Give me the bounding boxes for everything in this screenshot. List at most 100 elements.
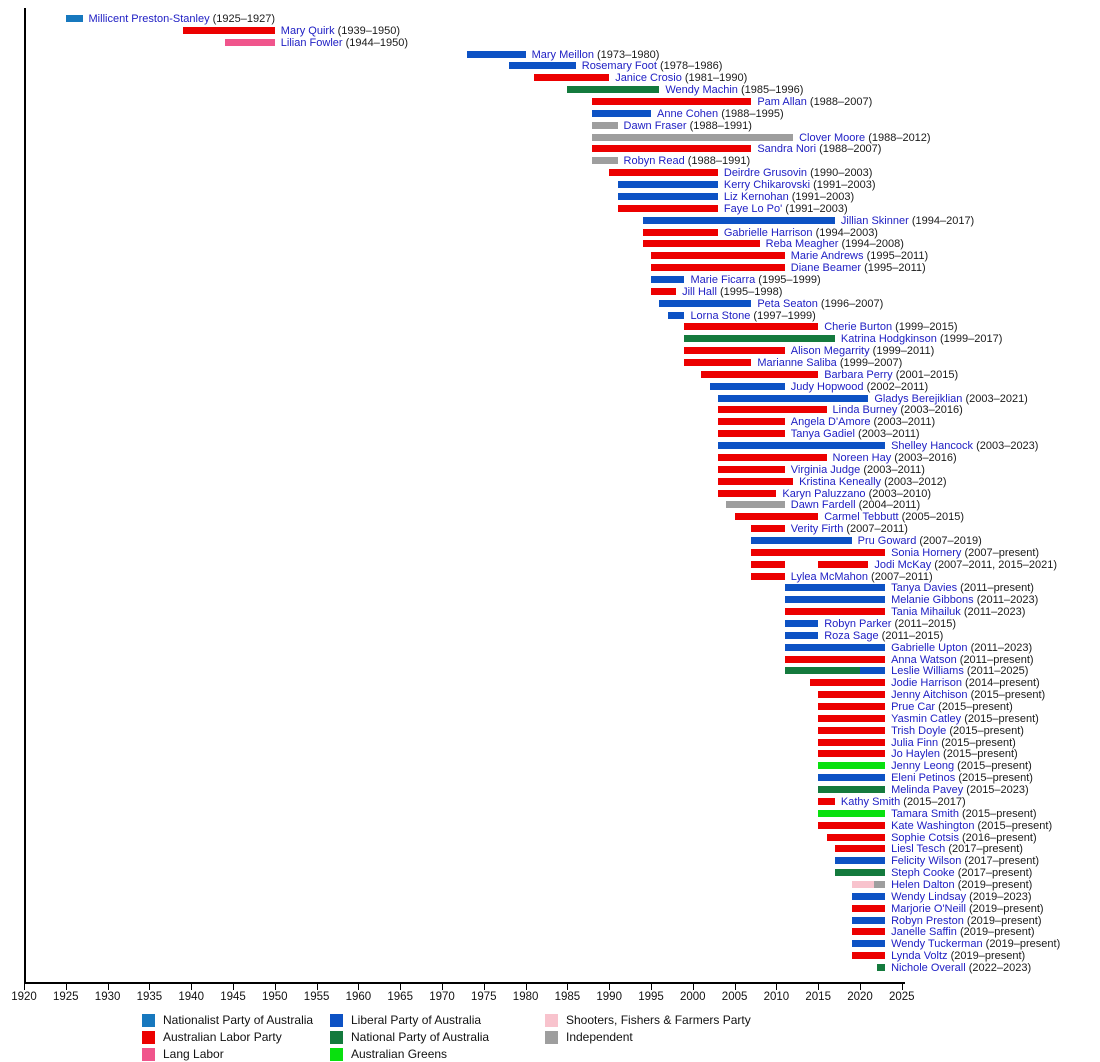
timeline-row: Marjorie O'Neill (2019–present) <box>0 903 1100 915</box>
person-name[interactable]: Jenny Leong <box>891 760 955 773</box>
person-name[interactable]: Jo Haylen <box>891 748 940 761</box>
person-name[interactable]: Eleni Petinos <box>891 772 956 785</box>
person-name[interactable]: Tamara Smith <box>891 807 959 820</box>
person-name[interactable]: Jenny Aitchison <box>891 689 968 702</box>
person-name[interactable]: Sonia Hornery <box>891 546 962 559</box>
person-name[interactable]: Tanya Gadiel <box>790 428 855 441</box>
person-name[interactable]: Lynda Voltz <box>891 950 948 963</box>
person-name[interactable]: Wendy Tuckerman <box>891 938 983 951</box>
person-name[interactable]: Nichole Overall <box>891 962 966 974</box>
service-bar-labor <box>851 904 886 912</box>
person-name[interactable]: Marie Ficarra <box>690 273 756 286</box>
person-name[interactable]: Pru Goward <box>857 534 917 547</box>
person-name[interactable]: Julia Finn <box>891 736 939 749</box>
person-name[interactable]: Judy Hopwood <box>790 380 864 393</box>
person-name[interactable]: Anne Cohen <box>657 107 719 120</box>
person-name[interactable]: Leslie Williams <box>891 665 964 678</box>
person-name[interactable]: Gladys Berejiklian <box>874 392 963 405</box>
axis-tick <box>901 983 903 990</box>
person-name[interactable]: Reba Meagher <box>765 238 839 251</box>
person-name[interactable]: Faye Lo Po' <box>723 202 783 215</box>
person-name[interactable]: Barbara Perry <box>824 368 893 381</box>
timeline-row: Wendy Machin (1985–1996) <box>0 84 1100 96</box>
person-name[interactable]: Gabrielle Harrison <box>723 226 813 239</box>
service-bar-liberal <box>834 857 886 865</box>
person-name[interactable]: Rosemary Foot <box>581 60 657 73</box>
person-name[interactable]: Sandra Nori <box>757 143 817 156</box>
person-name[interactable]: Tanya Davies <box>891 582 958 595</box>
person-name[interactable]: Lorna Stone <box>690 309 751 322</box>
person-name[interactable]: Mary Meillon <box>531 48 594 61</box>
person-name[interactable]: Gabrielle Upton <box>891 641 968 654</box>
person-name[interactable]: Jillian Skinner <box>840 214 909 227</box>
person-name[interactable]: Trish Doyle <box>891 724 947 737</box>
person-name[interactable]: Janelle Saffin <box>891 926 957 939</box>
person-name[interactable]: Sophie Cotsis <box>891 831 959 844</box>
person-name[interactable]: Melinda Pavey <box>891 784 964 797</box>
person-name[interactable]: Helen Dalton <box>891 878 955 891</box>
person-name[interactable]: Robyn Read <box>623 155 685 168</box>
person-name[interactable]: Karyn Paluzzano <box>782 487 866 500</box>
timeline-row: Gladys Berejiklian (2003–2021) <box>0 393 1100 405</box>
person-name[interactable]: Roza Sage <box>824 629 879 642</box>
person-name[interactable]: Peta Seaton <box>757 297 818 310</box>
person-name[interactable]: Kate Washington <box>891 819 975 832</box>
person-name[interactable]: Deirdre Grusovin <box>723 167 808 180</box>
person-name[interactable]: Steph Cooke <box>891 867 955 880</box>
person-dates: (1999–2011) <box>869 345 935 358</box>
person-name[interactable]: Diane Beamer <box>790 262 862 275</box>
person-name[interactable]: Pam Allan <box>757 96 807 109</box>
person-name[interactable]: Noreen Hay <box>832 451 892 464</box>
person-name[interactable]: Virginia Judge <box>790 463 861 476</box>
person-name[interactable]: Mary Quirk <box>280 24 335 37</box>
service-bar-liberal <box>659 299 752 307</box>
timeline-row: Kristina Keneally (2003–2012) <box>0 476 1100 488</box>
timeline-row: Melinda Pavey (2015–2023) <box>0 784 1100 796</box>
person-name[interactable]: Cherie Burton <box>824 321 893 334</box>
person-name[interactable]: Liesl Tesch <box>891 843 946 856</box>
person-name[interactable]: Janice Crosio <box>615 72 682 85</box>
person-name[interactable]: Robyn Preston <box>891 914 964 927</box>
person-name[interactable]: Angela D'Amore <box>790 416 871 429</box>
person-name[interactable]: Katrina Hodgkinson <box>840 333 937 346</box>
service-bar-national <box>784 667 860 675</box>
person-name[interactable]: Marjorie O'Neill <box>891 902 966 915</box>
person-name[interactable]: Dawn Fardell <box>790 499 856 512</box>
timeline-row: Jodi McKay (2007–2011, 2015–2021) <box>0 559 1100 571</box>
person-name[interactable]: Shelley Hancock <box>891 440 974 453</box>
legend-label: Shooters, Fishers & Farmers Party <box>566 1013 751 1027</box>
person-name[interactable]: Tania Mihailuk <box>891 606 961 619</box>
axis-tick <box>107 983 109 990</box>
person-name[interactable]: Millicent Preston-Stanley <box>88 13 210 25</box>
person-name[interactable]: Jodi McKay <box>874 558 932 571</box>
person-name[interactable]: Linda Burney <box>832 404 898 417</box>
person-name[interactable]: Carmel Tebbutt <box>824 511 899 524</box>
person-name[interactable]: Marie Andrews <box>790 250 864 263</box>
service-bar-labor <box>751 572 785 580</box>
axis-tick-label: 1975 <box>471 991 497 1003</box>
person-name[interactable]: Prue Car <box>891 701 936 714</box>
person-name[interactable]: Marianne Saliba <box>757 357 837 369</box>
person-name[interactable]: Liz Kernohan <box>723 190 789 203</box>
person-name[interactable]: Felicity Wilson <box>891 855 962 868</box>
person-name[interactable]: Dawn Fraser <box>623 119 687 132</box>
person-name[interactable]: Lylea McMahon <box>790 570 868 583</box>
person-name[interactable]: Wendy Machin <box>665 84 738 97</box>
person-name[interactable]: Kristina Keneally <box>799 475 882 488</box>
person-name[interactable]: Alison Megarrity <box>790 345 870 358</box>
person-dates: (2007–present) <box>961 546 1040 559</box>
person-name[interactable]: Jodie Harrison <box>891 677 962 690</box>
person-name[interactable]: Melanie Gibbons <box>891 594 974 607</box>
person-name[interactable]: Lilian Fowler <box>280 36 343 49</box>
axis-tick-label: 1940 <box>178 991 204 1003</box>
person-name[interactable]: Robyn Parker <box>824 617 892 630</box>
person-name[interactable]: Anna Watson <box>891 653 957 666</box>
person-name[interactable]: Yasmin Catley <box>891 712 962 725</box>
person-name[interactable]: Kerry Chikarovski <box>723 179 811 192</box>
person-name[interactable]: Clover Moore <box>799 131 866 144</box>
person-name[interactable]: Wendy Lindsay <box>891 890 967 903</box>
person-dates: (1944–1950) <box>342 36 408 49</box>
person-name[interactable]: Jill Hall <box>682 285 717 298</box>
person-name[interactable]: Kathy Smith <box>840 795 901 808</box>
person-name[interactable]: Verity Firth <box>790 523 844 536</box>
